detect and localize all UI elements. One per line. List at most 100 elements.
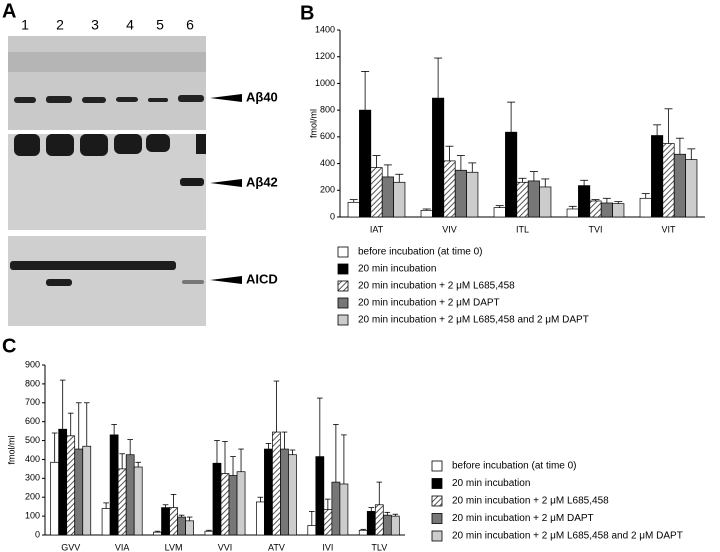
bar (185, 520, 194, 536)
bar (339, 483, 349, 536)
bar (256, 501, 265, 536)
bar (358, 529, 368, 536)
bar (264, 448, 273, 536)
legend-swatch (337, 314, 349, 326)
blot-image (8, 36, 206, 326)
x-tick-label: VIT (661, 224, 676, 234)
bar (288, 454, 297, 536)
y-tick-label: 1400 (315, 24, 335, 34)
y-tick-label: 700 (25, 397, 40, 407)
bar (220, 473, 230, 536)
legend-swatch (431, 495, 443, 507)
bar (161, 507, 170, 536)
bar (662, 143, 675, 218)
bar (101, 508, 111, 536)
bar (370, 167, 383, 218)
y-tick-label: 800 (25, 378, 40, 388)
y-tick-label: 300 (25, 473, 40, 483)
bar (323, 509, 333, 536)
legend-label: before incubation (at time 0) (358, 247, 483, 258)
y-tick-label: 200 (320, 185, 335, 195)
bar (177, 516, 186, 536)
bar (307, 525, 317, 536)
legend-label: before incubation (at time 0) (452, 461, 577, 472)
bar (612, 203, 625, 218)
bar (393, 181, 406, 218)
bar (125, 454, 135, 536)
lane-label: 5 (156, 17, 164, 33)
x-tick-label: GVV (61, 542, 80, 552)
lane-label: 6 (186, 17, 194, 33)
panel-label: A (2, 0, 16, 22)
y-tick-label: 900 (25, 359, 40, 369)
bar (505, 131, 518, 218)
legend-swatch (337, 297, 349, 309)
legend-label: 20 min incubation (358, 264, 436, 275)
x-tick-label: VIV (442, 224, 457, 234)
y-tick-label: 500 (25, 435, 40, 445)
band-label: AICD (246, 271, 278, 286)
y-tick-label: 600 (320, 131, 335, 141)
bar (685, 159, 698, 218)
bar (109, 434, 119, 536)
y-tick-label: 100 (25, 510, 40, 520)
legend-label: 20 min incubation + 2 μM L685,458 and 2 … (452, 531, 683, 542)
legend-swatch (431, 513, 443, 524)
y-axis-title: fmol/ml (308, 109, 318, 138)
legend-label: 20 min incubation (452, 478, 530, 489)
x-tick-label: IAT (370, 224, 384, 234)
legend-label: 20 min incubation + 2 μM DAPT (452, 513, 594, 524)
legend-swatch (431, 460, 443, 472)
y-tick-label: 200 (25, 492, 40, 502)
bar (347, 201, 360, 218)
bar (228, 475, 238, 536)
bar (589, 200, 602, 218)
bar (527, 180, 540, 218)
bar (443, 160, 456, 218)
legend-swatch (337, 246, 349, 258)
bar (516, 181, 529, 218)
bar (539, 186, 552, 218)
x-tick-label: LVM (165, 542, 183, 552)
y-tick-label: 0 (330, 211, 335, 221)
bar (359, 109, 372, 218)
y-tick-label: 0 (35, 529, 40, 539)
y-tick-label: 800 (320, 105, 335, 115)
y-tick-label: 1000 (315, 78, 335, 88)
y-tick-label: 400 (25, 454, 40, 464)
y-axis-title: fmol/ml (6, 436, 16, 465)
bar (639, 197, 652, 218)
bar (236, 471, 246, 536)
x-tick-label: ITL (516, 224, 529, 234)
lane-label: 2 (56, 17, 64, 33)
bar (82, 445, 92, 536)
y-tick-label: 1200 (315, 51, 335, 61)
legend-swatch (431, 530, 443, 542)
bar (454, 169, 467, 218)
bar (50, 461, 60, 536)
bar (381, 176, 394, 218)
bar (366, 511, 376, 536)
legend-label: 20 min incubation + 2 μM L685,458 (358, 281, 515, 292)
bar (331, 481, 341, 536)
panel-label: C (2, 335, 16, 357)
bar (280, 448, 289, 536)
band-arrow (210, 94, 242, 284)
bar (117, 468, 127, 536)
x-tick-label: ATV (268, 542, 285, 552)
bar (390, 515, 400, 536)
legend-swatch (337, 263, 349, 275)
band-label: Aβ42 (246, 174, 278, 189)
bar (153, 531, 162, 536)
x-tick-label: VIA (115, 542, 130, 552)
band-label: Aβ40 (246, 89, 278, 104)
bar (673, 153, 686, 218)
bar (315, 456, 325, 536)
bar (420, 209, 433, 218)
bar (600, 202, 613, 218)
x-tick-label: TLV (371, 542, 387, 552)
bar (578, 185, 591, 218)
bar (272, 431, 281, 536)
bar (212, 462, 222, 536)
